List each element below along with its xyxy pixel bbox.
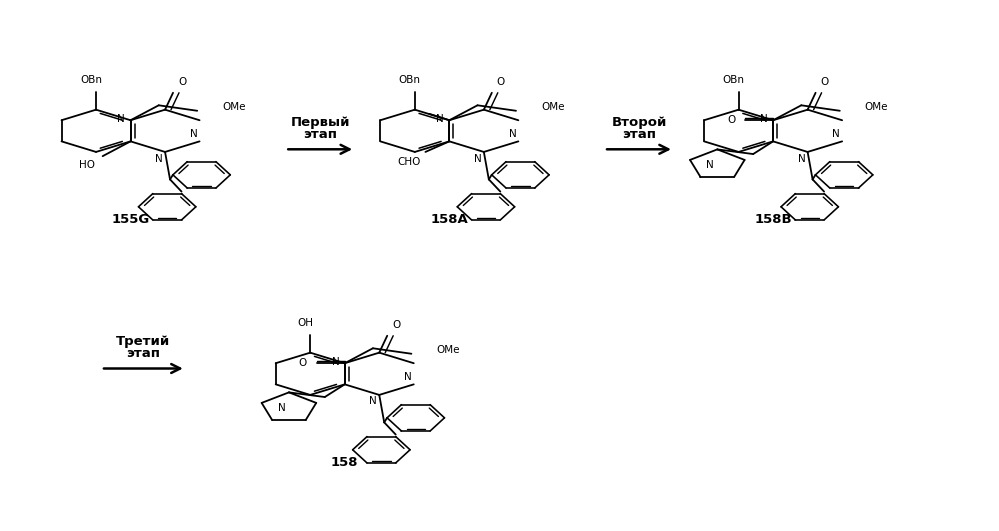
Text: CHO: CHO [397, 157, 421, 167]
Text: OBn: OBn [722, 75, 744, 85]
Text: O: O [393, 321, 401, 330]
Text: O: O [820, 78, 829, 88]
Text: N: N [508, 129, 516, 139]
Text: N: N [798, 153, 805, 164]
Text: OMe: OMe [540, 101, 564, 112]
Text: OBn: OBn [80, 75, 102, 85]
Text: Третий: Третий [116, 336, 171, 348]
Text: OMe: OMe [222, 101, 246, 112]
Text: N: N [190, 129, 198, 139]
Text: N: N [760, 114, 768, 124]
Text: Первый: Первый [291, 116, 350, 129]
Text: этап: этап [303, 128, 338, 141]
Text: N: N [706, 160, 714, 169]
Text: N: N [332, 357, 340, 366]
Text: OMe: OMe [865, 101, 888, 112]
Text: этап: этап [622, 128, 656, 141]
Text: N: N [832, 129, 840, 139]
Text: этап: этап [126, 347, 161, 360]
Text: O: O [299, 358, 307, 368]
Text: O: O [497, 78, 505, 88]
Text: HO: HO [79, 160, 95, 170]
Text: 155G: 155G [112, 213, 150, 226]
Text: 158B: 158B [754, 213, 792, 226]
Text: N: N [278, 402, 286, 413]
Text: N: N [436, 114, 444, 124]
Text: OBn: OBn [399, 75, 421, 85]
Text: OH: OH [298, 318, 314, 328]
Text: N: N [475, 153, 482, 164]
Text: OMe: OMe [437, 345, 460, 355]
Text: O: O [178, 78, 186, 88]
Text: N: N [404, 372, 412, 382]
Text: 158A: 158A [431, 213, 469, 226]
Text: O: O [727, 115, 735, 125]
Text: Второй: Второй [611, 116, 666, 129]
Text: N: N [155, 153, 163, 164]
Text: N: N [117, 114, 125, 124]
Text: N: N [370, 397, 378, 407]
Text: 158: 158 [331, 456, 359, 469]
